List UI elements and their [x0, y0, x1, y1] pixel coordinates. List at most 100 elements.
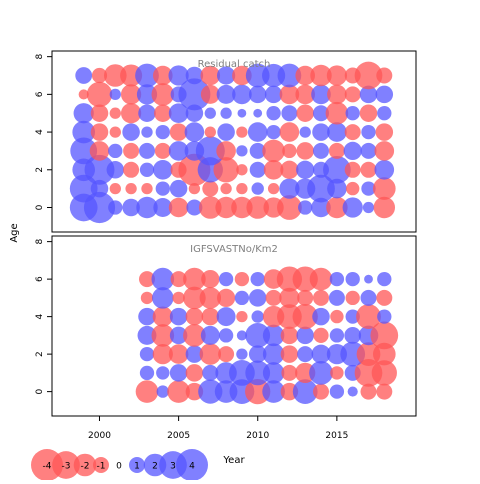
bubble-age5-2001 [109, 107, 121, 119]
legend-bubble [176, 449, 208, 481]
bubble-age1-2010 [251, 182, 264, 195]
bubble-age0-2006 [186, 199, 203, 216]
bubble-age4-2017 [356, 304, 381, 329]
bubble-age3-2013 [296, 142, 314, 160]
bubble-age0-2016 [342, 197, 363, 218]
bubble-age6-2012 [279, 84, 300, 105]
bubble-age2-2001 [106, 161, 125, 179]
x-tick-label: 2000 [88, 431, 111, 441]
bubble-age2-2003 [139, 162, 155, 177]
bubble-age1-2012 [281, 364, 298, 381]
bubble-age2-2017 [360, 161, 377, 178]
bubble-age6-2016 [344, 86, 361, 103]
bubble-age5-2004 [154, 104, 172, 122]
bubble-age5-2015 [325, 101, 349, 125]
bubble-age6-2018 [377, 271, 392, 287]
bubble-age3-2010 [249, 142, 266, 159]
bubble-age0-2010 [245, 378, 271, 405]
bubble-age5-2005 [172, 291, 185, 305]
bubble-age1-2017 [361, 181, 376, 196]
bubble-age2-2010 [248, 345, 267, 363]
legend-bubble [52, 451, 80, 479]
bubble-age2-2018 [374, 160, 395, 180]
bubble-age6-2018 [375, 85, 394, 104]
bubble-age6-2004 [151, 83, 175, 106]
bubble-age2-2011 [262, 343, 285, 365]
bubble-age5-2005 [168, 103, 189, 123]
bubble-age5-2011 [265, 289, 282, 306]
bubble-age0-2009 [231, 196, 253, 219]
bubble-age0-2014 [313, 383, 329, 400]
bubble-age3-2015 [328, 142, 345, 159]
bubble-age2-2018 [372, 342, 396, 366]
bubble-age7-2004 [153, 65, 173, 86]
bubble-age0-2018 [376, 383, 393, 400]
bubble-age5-2013 [296, 104, 314, 122]
bubble-age0-2017 [360, 383, 377, 400]
bubble-age3-2003 [137, 325, 157, 345]
bubble-age1-2000 [90, 179, 109, 198]
bubble-age6-2014 [309, 267, 333, 291]
bubble-age2-2012 [280, 160, 299, 179]
bubble-age4-2015 [330, 309, 344, 324]
bubble-age5-2013 [297, 289, 314, 306]
bubble-age4-2004 [155, 124, 170, 140]
x-tick-label: 2015 [325, 431, 348, 441]
panel-frame [51, 235, 417, 417]
bubble-age7-2017 [354, 61, 383, 90]
bubble-age1-2005 [169, 179, 188, 198]
bubble-age2-2009 [236, 164, 248, 176]
bubble-age3-2007 [200, 325, 220, 345]
bubble-age3-2007 [195, 136, 225, 166]
bubble-age5-2018 [377, 106, 392, 121]
bubble-age7-2018 [376, 67, 393, 84]
legend-label: -4 [43, 462, 52, 472]
bubble-age4-2011 [266, 124, 281, 140]
bubble-age6-2017 [364, 274, 373, 284]
bubble-age3-2018 [370, 321, 399, 350]
bubble-age5-2016 [345, 290, 360, 306]
bubble-age4-2017 [361, 124, 376, 140]
bubble-age6-2016 [345, 271, 360, 287]
bubble-age6-2008 [216, 84, 236, 104]
bubble-age1-2015 [330, 366, 344, 380]
bubble-age6-2005 [170, 271, 187, 288]
bubble-age4-2010 [251, 310, 264, 323]
legend-label: -1 [97, 462, 106, 472]
bubble-age1-2008 [220, 182, 232, 195]
bubble-age1-2009 [236, 182, 248, 195]
bubble-age4-2000 [90, 123, 109, 141]
bubble-age7-2006 [185, 66, 204, 85]
bubble-age3-2016 [343, 141, 362, 161]
bubble-age4-2013 [292, 303, 318, 330]
bubble-age2-2004 [152, 343, 173, 365]
bubble-age4-2015 [327, 122, 347, 142]
bubble-age5-2009 [234, 290, 250, 306]
bubble-age3-2001 [108, 143, 123, 159]
bubble-age6-2009 [232, 84, 252, 105]
bubble-age1-2011 [262, 362, 285, 384]
y-tick-label: 8 [35, 54, 45, 60]
bubble-age7-2013 [295, 65, 316, 86]
bubble-age3-2004 [154, 142, 171, 159]
bubble-age6-2006 [178, 78, 211, 111]
legend-bubble [73, 453, 97, 477]
y-tick-label: 4 [35, 313, 45, 319]
bubble-age0-2013 [292, 379, 318, 404]
bubble-age2-2016 [344, 161, 361, 178]
bubble-age1-2007 [202, 364, 219, 381]
bubble-age0-2007 [198, 196, 222, 219]
legend-label: 0 [116, 462, 122, 472]
bubble-age0-2006 [185, 382, 204, 401]
bubble-age3-2004 [151, 324, 175, 347]
bubble-age1-2014 [307, 174, 335, 203]
bubble-age5-2008 [220, 107, 232, 119]
bubble-age5-2009 [237, 108, 247, 118]
bubble-age5-2007 [204, 107, 216, 119]
bubble-age0-2005 [167, 380, 190, 403]
bubble-age6-2013 [292, 266, 318, 292]
bubble-age0-2008 [215, 196, 237, 219]
bubble-age6-2014 [311, 84, 331, 105]
bubble-age7-2005 [168, 65, 189, 86]
bubble-age6-1999 [78, 89, 89, 100]
